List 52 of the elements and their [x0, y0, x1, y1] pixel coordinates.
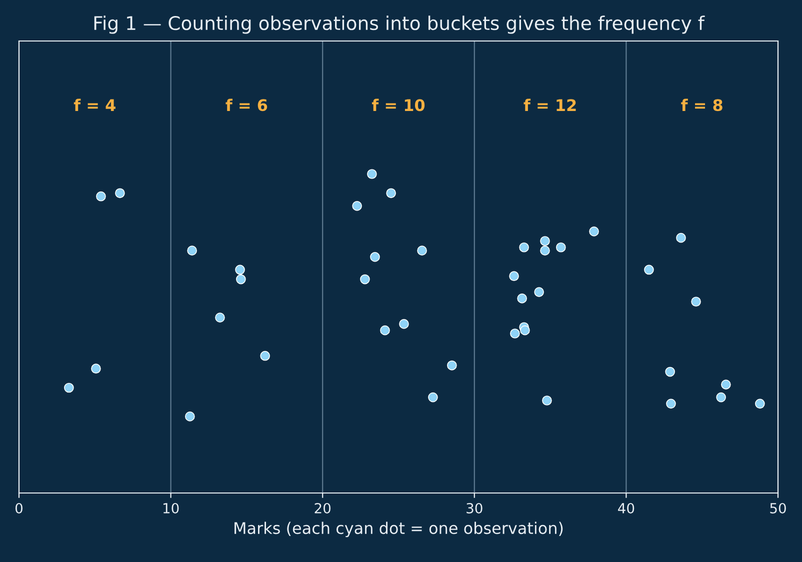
point [721, 380, 731, 390]
x-tick-label: 0 [15, 502, 22, 514]
point [447, 360, 457, 370]
chart-title: Fig 1 — Counting observations into buckets gives the frequency f [94, 16, 705, 34]
x-tick-label: 10 [163, 502, 179, 514]
point [510, 328, 520, 338]
point [676, 232, 686, 243]
point [665, 366, 675, 377]
point [187, 246, 197, 256]
text: f = 12 [524, 98, 576, 111]
point [519, 242, 529, 252]
point [517, 294, 527, 304]
point [540, 236, 550, 246]
point [417, 246, 427, 256]
x-axis-title: Marks (each cyan dot = one observation) [234, 522, 563, 538]
point [260, 350, 270, 361]
point [666, 398, 676, 409]
point [540, 246, 550, 256]
text: f = 4 [74, 98, 116, 111]
x-tick-label: 30 [466, 502, 482, 514]
point [352, 200, 362, 211]
point [370, 252, 380, 262]
point [115, 188, 125, 198]
text: f = 10 [372, 98, 425, 112]
point [185, 412, 195, 422]
point [520, 325, 530, 336]
point [360, 274, 370, 284]
point [380, 325, 390, 336]
point [428, 392, 438, 402]
text: f = 6 [226, 98, 268, 112]
point [215, 312, 225, 322]
point [236, 274, 246, 284]
point [91, 364, 101, 374]
point [64, 382, 74, 393]
point [556, 242, 566, 252]
point [386, 188, 396, 198]
point [96, 191, 106, 202]
point [644, 264, 654, 275]
point [534, 287, 544, 297]
point [542, 396, 552, 406]
x-tick-label: 20 [314, 502, 331, 514]
point [716, 392, 726, 402]
point [509, 271, 519, 282]
x-tick-label: 40 [618, 502, 634, 514]
x-tick-label: 50 [770, 502, 786, 514]
point [589, 226, 599, 236]
point [691, 296, 701, 307]
point [755, 398, 765, 409]
point [235, 264, 245, 275]
point [367, 169, 377, 179]
point [399, 319, 409, 329]
text: f = 8 [681, 98, 722, 112]
